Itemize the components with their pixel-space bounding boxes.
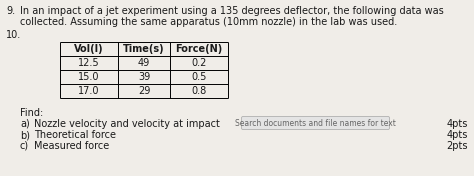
Text: 10.: 10. [6, 30, 21, 40]
Text: Theoretical force: Theoretical force [34, 130, 116, 140]
Text: 0.5: 0.5 [191, 72, 207, 82]
Text: Vol(l): Vol(l) [74, 44, 104, 54]
FancyBboxPatch shape [241, 117, 390, 130]
Text: collected. Assuming the same apparatus (10mm nozzle) in the lab was used.: collected. Assuming the same apparatus (… [20, 17, 397, 27]
Text: Force(N): Force(N) [175, 44, 223, 54]
Text: 0.8: 0.8 [191, 86, 207, 96]
Text: 12.5: 12.5 [78, 58, 100, 68]
Text: Find:: Find: [20, 108, 43, 118]
Text: Measured force: Measured force [34, 141, 109, 151]
Text: 39: 39 [138, 72, 150, 82]
Text: 29: 29 [138, 86, 150, 96]
Text: 15.0: 15.0 [78, 72, 100, 82]
Text: 0.2: 0.2 [191, 58, 207, 68]
Text: c): c) [20, 141, 29, 151]
Text: 17.0: 17.0 [78, 86, 100, 96]
Text: 2pts: 2pts [447, 141, 468, 151]
Text: 49: 49 [138, 58, 150, 68]
Text: 9.: 9. [6, 6, 15, 16]
Text: Time(s): Time(s) [123, 44, 165, 54]
Text: Nozzle velocity and velocity at impact: Nozzle velocity and velocity at impact [34, 119, 220, 129]
Text: a): a) [20, 119, 30, 129]
Text: 4pts: 4pts [447, 130, 468, 140]
Text: Search documents and file names for text: Search documents and file names for text [235, 118, 396, 127]
Text: In an impact of a jet experiment using a 135 degrees deflector, the following da: In an impact of a jet experiment using a… [20, 6, 444, 16]
Text: b): b) [20, 130, 30, 140]
Text: 4pts: 4pts [447, 119, 468, 129]
